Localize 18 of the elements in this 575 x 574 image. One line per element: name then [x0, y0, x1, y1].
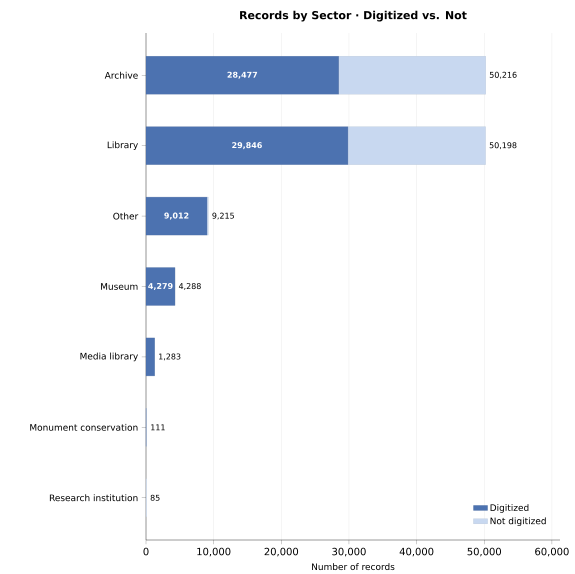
- y-tick-label: Media library: [80, 352, 138, 362]
- y-tick-label: Archive: [104, 72, 138, 79]
- x-axis-title: Number of records: [312, 563, 394, 570]
- y-tick-label: Library: [108, 141, 138, 150]
- chart-title: Records by Sector · Digitized vs. Not: [240, 10, 467, 22]
- legend-label: Not digitized: [490, 517, 546, 526]
- y-tick-label: Museum: [101, 283, 138, 290]
- x-tick-label: 10,000: [197, 548, 230, 556]
- x-tick-label: 60,000: [535, 548, 569, 556]
- x-tick-label: 30,000: [332, 548, 366, 556]
- legend-label: Digitized: [490, 504, 528, 513]
- y-tick-label: Research institution: [50, 494, 138, 502]
- y-tick-label: Other: [113, 212, 138, 220]
- x-tick-label: 0: [143, 548, 149, 556]
- x-tick-label: 50,000: [468, 548, 502, 556]
- x-tick-label: 40,000: [400, 548, 434, 556]
- x-tick-label: 20,000: [264, 548, 298, 556]
- y-tick-label: Monument conservation: [30, 424, 138, 431]
